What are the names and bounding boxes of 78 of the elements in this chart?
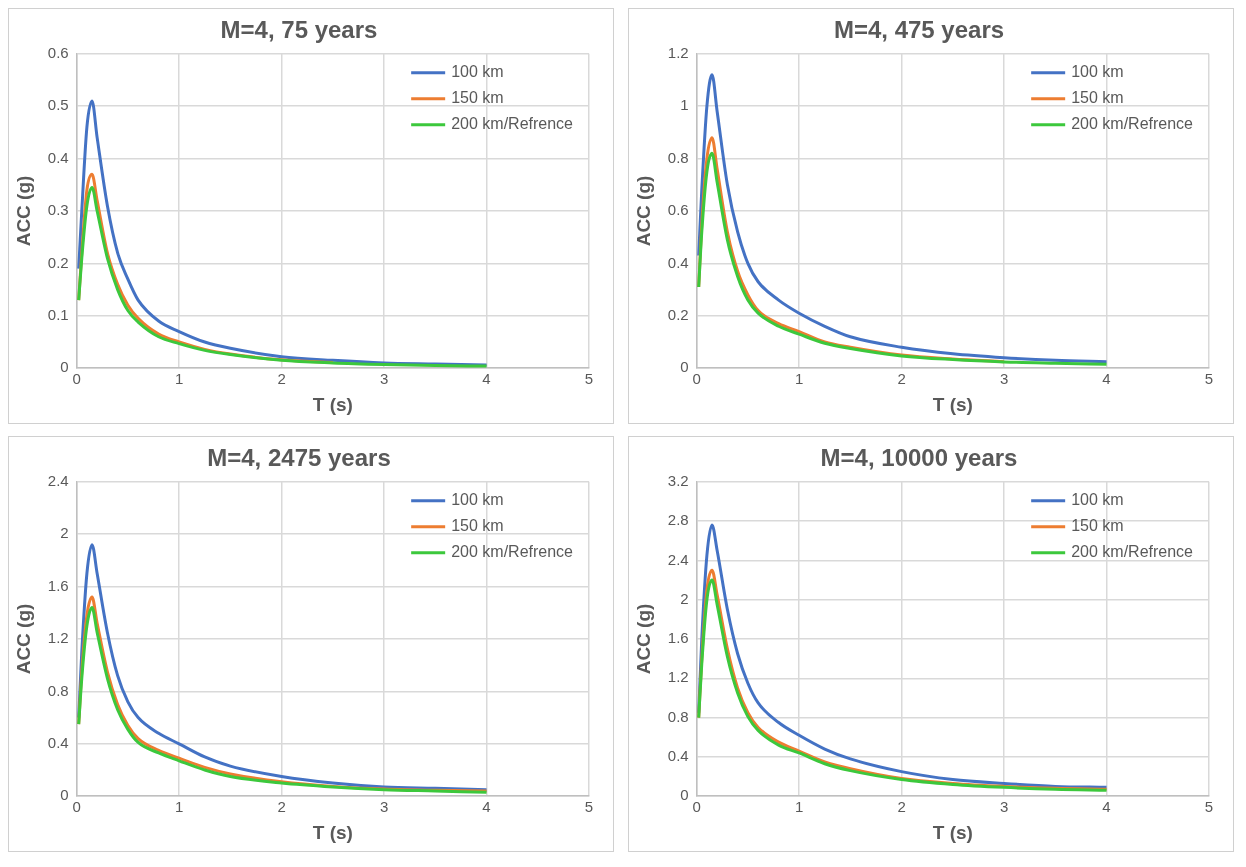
x-tick-label: 5 bbox=[1204, 798, 1214, 816]
x-tick-label: 4 bbox=[482, 798, 491, 816]
x-tick-label: 1 bbox=[794, 370, 804, 388]
x-tick-label: 4 bbox=[1102, 370, 1111, 388]
y-tick-label: 0.4 bbox=[47, 148, 69, 166]
legend-label: 200 km/Refrence bbox=[451, 543, 574, 561]
chart-title: M=4, 10000 years bbox=[820, 444, 1018, 472]
legend-label: 150 km bbox=[1071, 89, 1124, 107]
y-tick-label: 1.6 bbox=[47, 576, 69, 594]
y-tick-label: 0.2 bbox=[667, 305, 689, 323]
y-tick-label: 1.2 bbox=[667, 43, 689, 61]
x-tick-label: 1 bbox=[174, 370, 184, 388]
y-tick-label: 0 bbox=[60, 358, 69, 376]
y-tick-label: 2.4 bbox=[47, 471, 69, 489]
legend-label: 200 km/Refrence bbox=[451, 115, 574, 133]
y-tick-label: 0.4 bbox=[47, 733, 69, 751]
x-tick-label: 0 bbox=[692, 798, 701, 816]
y-tick-label: 0 bbox=[60, 786, 69, 804]
y-tick-label: 0 bbox=[680, 358, 689, 376]
chart-title: M=4, 75 years bbox=[220, 16, 378, 44]
y-axis-title: ACC (g) bbox=[12, 603, 34, 675]
y-tick-label: 1.2 bbox=[667, 668, 689, 686]
x-axis-title: T (s) bbox=[932, 393, 973, 415]
legend-label: 200 km/Refrence bbox=[1071, 543, 1194, 561]
y-axis-title: ACC (g) bbox=[632, 175, 654, 247]
legend-label: 100 km bbox=[1071, 63, 1124, 81]
chart-title: M=4, 2475 years bbox=[207, 444, 391, 472]
legend-label: 200 km/Refrence bbox=[1071, 115, 1194, 133]
y-tick-label: 2.4 bbox=[667, 550, 689, 568]
y-tick-label: 0.8 bbox=[47, 681, 69, 699]
x-tick-label: 5 bbox=[584, 370, 594, 388]
y-tick-label: 0.8 bbox=[667, 148, 689, 166]
legend-label: 100 km bbox=[451, 491, 504, 509]
y-tick-label: 0.6 bbox=[47, 43, 69, 61]
x-tick-label: 0 bbox=[72, 370, 81, 388]
y-axis-title: ACC (g) bbox=[632, 603, 654, 675]
legend-label: 150 km bbox=[451, 517, 504, 535]
y-tick-label: 0.5 bbox=[47, 96, 69, 114]
x-tick-label: 5 bbox=[584, 798, 594, 816]
y-tick-label: 2.8 bbox=[667, 511, 689, 529]
y-tick-label: 2 bbox=[680, 589, 689, 607]
legend-label: 150 km bbox=[1071, 517, 1124, 535]
x-tick-label: 2 bbox=[897, 370, 906, 388]
y-tick-label: 0.1 bbox=[47, 305, 69, 323]
x-tick-label: 0 bbox=[72, 798, 81, 816]
x-axis-title: T (s) bbox=[312, 821, 353, 843]
y-tick-label: 0.6 bbox=[667, 201, 689, 219]
x-tick-label: 3 bbox=[999, 798, 1009, 816]
y-tick-label: 0 bbox=[680, 786, 689, 804]
x-tick-label: 1 bbox=[174, 798, 184, 816]
y-tick-label: 1.2 bbox=[47, 629, 69, 647]
x-tick-label: 0 bbox=[692, 370, 701, 388]
x-tick-label: 4 bbox=[1102, 798, 1111, 816]
x-tick-label: 2 bbox=[897, 798, 906, 816]
y-tick-label: 1.6 bbox=[667, 629, 689, 647]
y-tick-label: 0.3 bbox=[47, 201, 69, 219]
y-tick-label: 0.4 bbox=[667, 253, 689, 271]
legend-label: 150 km bbox=[451, 89, 504, 107]
chart-title: M=4, 475 years bbox=[833, 16, 1005, 44]
y-tick-label: 2 bbox=[60, 524, 69, 542]
y-axis-title: ACC (g) bbox=[12, 175, 34, 247]
x-tick-label: 5 bbox=[1204, 370, 1214, 388]
x-axis-title: T (s) bbox=[312, 393, 353, 415]
legend-label: 100 km bbox=[1071, 491, 1124, 509]
y-tick-label: 3.2 bbox=[667, 471, 689, 489]
y-tick-label: 0.4 bbox=[667, 747, 689, 765]
legend-label: 100 km bbox=[451, 63, 504, 81]
y-tick-label: 0.8 bbox=[667, 707, 689, 725]
y-tick-label: 1 bbox=[680, 96, 689, 114]
x-tick-label: 3 bbox=[379, 370, 389, 388]
x-tick-label: 2 bbox=[277, 370, 286, 388]
x-tick-label: 4 bbox=[482, 370, 491, 388]
x-tick-label: 2 bbox=[277, 798, 286, 816]
x-tick-label: 3 bbox=[999, 370, 1009, 388]
x-tick-label: 1 bbox=[794, 798, 804, 816]
x-axis-title: T (s) bbox=[932, 821, 973, 843]
y-tick-label: 0.2 bbox=[47, 253, 69, 271]
x-tick-label: 3 bbox=[379, 798, 389, 816]
